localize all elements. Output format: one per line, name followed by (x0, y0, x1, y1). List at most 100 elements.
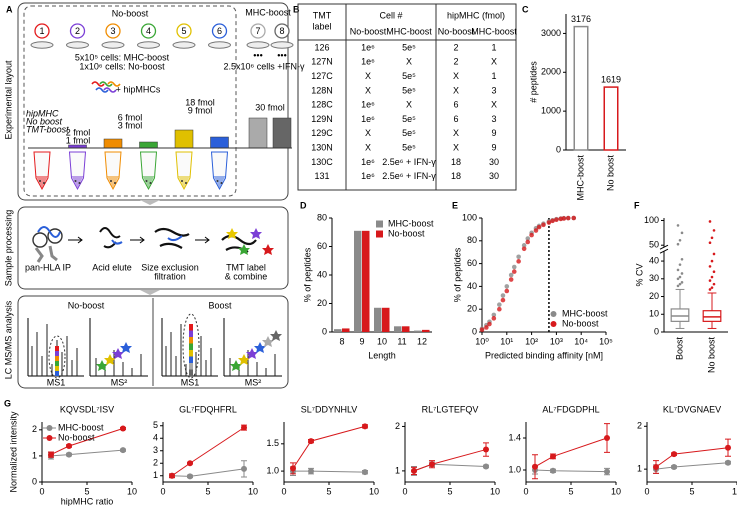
y-tick-label: 0 (32, 476, 37, 486)
precursor-segment (189, 337, 193, 344)
series-line (292, 425, 366, 469)
no-boost-box (23, 5, 237, 197)
arrow (130, 236, 145, 244)
hipmhc-icon (107, 81, 121, 87)
amount-label: 2 fmol (66, 127, 91, 137)
point (521, 243, 527, 248)
chart-title: GL⁷FDQHFRL (179, 404, 237, 414)
table-cell: 2.5e⁶ + IFN-γ (382, 157, 436, 167)
x-tick-label: 10 (369, 486, 379, 496)
x-tick-label: 10 (377, 336, 387, 346)
channel-number: 8 (279, 26, 284, 36)
y-axis-label: % of peptides (452, 247, 462, 302)
x-tick-label: 10⁵ (599, 336, 613, 346)
section-box (17, 206, 289, 290)
point (541, 222, 546, 228)
bar (394, 326, 402, 332)
reporter-star (270, 330, 282, 341)
panel-label: F (634, 200, 640, 210)
panel-label: C (522, 4, 529, 14)
cell-dot (216, 180, 219, 182)
table-header: label (312, 21, 331, 31)
legend-label: MHC-boost (58, 422, 104, 432)
legend-swatch (376, 230, 383, 238)
table-cell: 127C (311, 71, 333, 81)
y-tick-label: 40 (467, 281, 477, 291)
outlier (678, 282, 682, 286)
precursor-segment (189, 363, 193, 370)
chart: 1 2 0 5 10 RL⁷LGTEFQV (395, 404, 500, 496)
step-label: Acid elute (92, 262, 132, 272)
channel-number: 1 (39, 26, 44, 36)
table-cell: X (491, 100, 497, 110)
point (308, 438, 314, 445)
x-tick-label: 5 (689, 486, 694, 496)
table-cell: 1 (491, 42, 496, 52)
table-cell: 1e⁶ (361, 57, 375, 67)
reporter-star (254, 342, 266, 353)
table-cell: X (491, 57, 497, 67)
y-tick-label: 1.5 (266, 438, 279, 448)
panel-label: B (293, 4, 300, 14)
bar (342, 328, 350, 332)
cell-dot (74, 180, 77, 182)
y-tick-label: 20 (649, 291, 659, 301)
table-cell: 1e⁶ (361, 42, 375, 52)
chart: 1 2 3 4 5 0 5 10 GL⁷FDQHFRL (153, 404, 258, 496)
table-cell: 5e⁵ (402, 114, 416, 124)
cells-note: 5x10⁵ cells: MHC-boost (75, 52, 170, 62)
legend-label: MHC-boost (562, 308, 608, 318)
ms-label: MS1 (181, 377, 200, 387)
hipmhc-icon (103, 87, 117, 93)
cell-dot (149, 182, 152, 184)
chart: 0 20 40 60 80 100 10⁰ 10¹ 10² 10³ 10⁴ 10⁵ % of pepti… (452, 212, 613, 360)
table-cell: X (365, 71, 371, 81)
outlier (710, 236, 714, 240)
y-tick-label: 1 (395, 465, 400, 475)
x-tick-label: 10 (127, 486, 137, 496)
hipmhc-bar (210, 136, 229, 149)
channel-circle (105, 23, 121, 39)
channel-number: 6 (217, 26, 222, 36)
legend-marker (550, 311, 557, 317)
hipmhc-icon (95, 87, 109, 93)
series-line (655, 462, 729, 470)
legend-marker (550, 321, 557, 327)
point (484, 325, 489, 330)
channel-legend: No boost (26, 116, 63, 126)
legend-label: No-boost (58, 432, 95, 442)
dish (270, 41, 294, 49)
series-line (413, 463, 487, 472)
outlier (712, 270, 716, 274)
outlier (708, 220, 712, 223)
tmt-star (250, 228, 262, 239)
point (497, 306, 502, 312)
step-label: filtration (154, 271, 186, 281)
table-cell: 130C (311, 157, 333, 167)
table-cell: 129N (311, 114, 333, 124)
x-tick-label: 12 (417, 336, 427, 346)
x-tick-label: 10³ (550, 336, 563, 346)
section-label: Sample processing (3, 210, 13, 287)
chart: 1.0 1.4 0 5 10 AL⁷FDGDPHL (508, 404, 621, 496)
panel-label: D (300, 200, 307, 210)
channel-circle (34, 23, 50, 39)
tube-liquid (213, 176, 226, 188)
table-cell: 128N (311, 85, 333, 95)
point (187, 473, 193, 480)
series-line (171, 468, 245, 477)
point (525, 239, 531, 245)
x-tick-label: 0 (402, 486, 407, 496)
y-axis-label: # peptides (528, 61, 538, 103)
table-cell: 130N (311, 142, 333, 152)
table-cell: 2 (453, 57, 458, 67)
amount-label: 9 fmol (188, 105, 213, 115)
point (550, 218, 555, 224)
y-tick-label: 40 (317, 269, 327, 279)
outlier (680, 281, 684, 284)
bar (354, 230, 362, 332)
reporter-star (246, 348, 258, 359)
bar (603, 86, 619, 151)
point (497, 302, 502, 307)
section-box (17, 295, 289, 389)
